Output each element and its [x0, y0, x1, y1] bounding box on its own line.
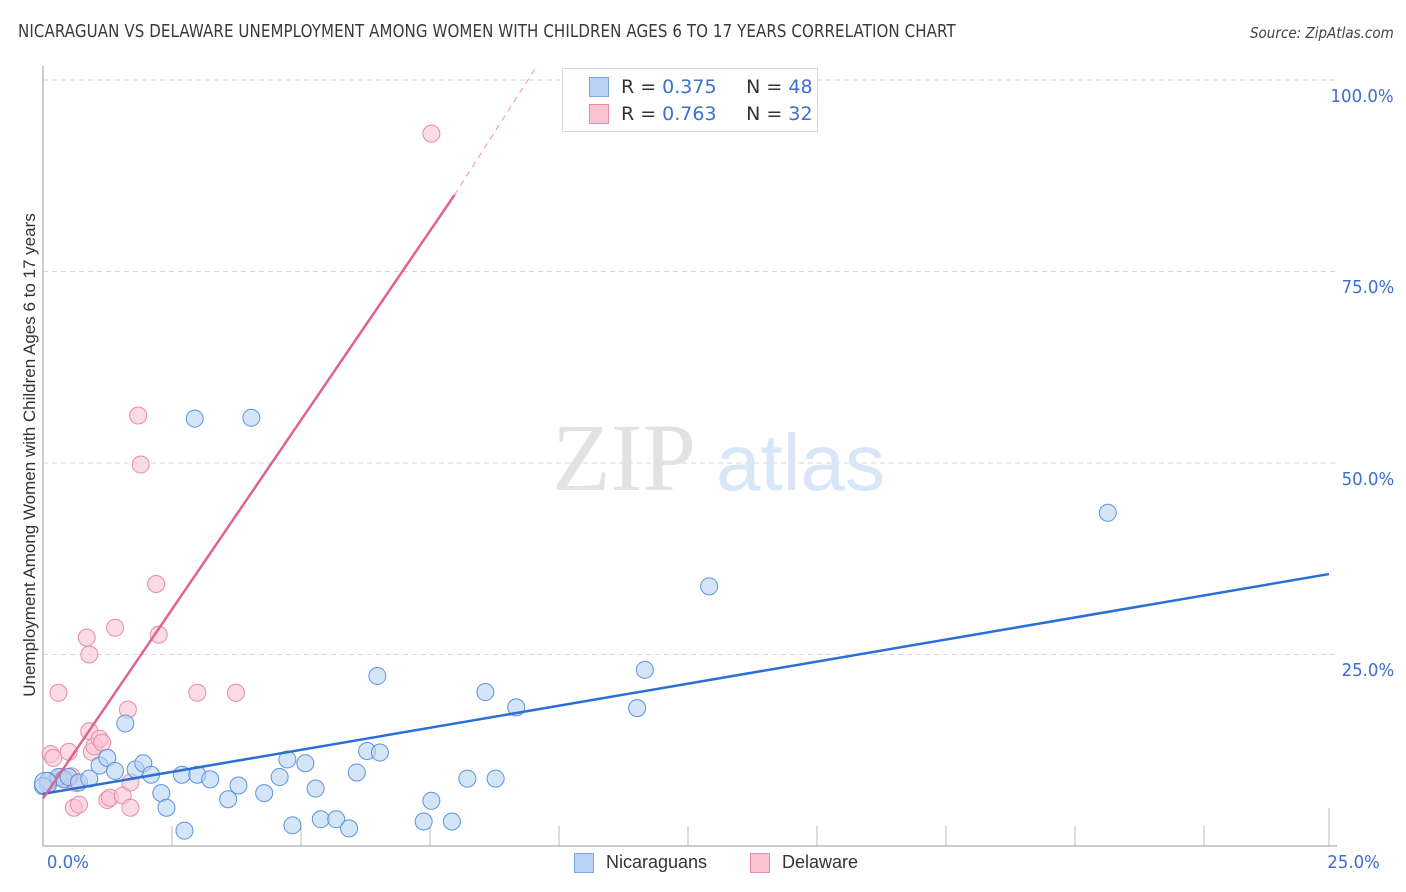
delaware-point — [70, 795, 89, 814]
nicaraguans-point — [422, 791, 441, 810]
nicaraguans-point — [106, 761, 125, 780]
nicaraguans-point — [476, 683, 495, 702]
delaware-point — [80, 645, 99, 664]
legend-row-delaware: R = 0.763 N = 32 — [589, 102, 813, 126]
nicaraguans-point — [242, 408, 261, 427]
delaware-trend-line — [41, 194, 456, 800]
nicaraguans-point — [201, 770, 220, 789]
watermark-atlas: atlas — [716, 418, 885, 507]
nicaraguans-point — [486, 769, 505, 788]
delaware-points — [39, 124, 441, 817]
n-value: 32 — [788, 103, 813, 125]
delaware-point — [49, 683, 68, 702]
delaware-point — [147, 575, 166, 594]
correlation-legend: R = 0.375 N = 48 R = 0.763 N = 32 — [562, 68, 818, 132]
legend-row-nicaraguans: R = 0.375 N = 48 — [589, 75, 813, 99]
nicaraguans-point — [458, 769, 477, 788]
pink-swatch-icon — [589, 104, 609, 124]
nicaraguans-point — [255, 784, 274, 803]
nicaraguans-point — [306, 779, 325, 798]
delaware-point — [129, 406, 148, 425]
nicaraguans-point — [370, 743, 389, 762]
nicaraguans-point — [270, 768, 289, 787]
pink-swatch-icon — [750, 852, 770, 873]
nicaraguans-point — [116, 714, 135, 733]
delaware-trend-extension — [454, 65, 538, 196]
grid-lines — [43, 79, 1338, 655]
legend-label-nicaraguans: Nicaraguans — [606, 852, 708, 872]
chart-title: NICARAGUAN VS DELAWARE UNEMPLOYMENT AMON… — [18, 22, 956, 42]
nicaraguans-trend-line — [42, 572, 1330, 796]
chart-source: Source: ZipAtlas.com — [1250, 24, 1394, 42]
n-value: 48 — [788, 76, 813, 98]
y-tick-100: 100.0% — [1330, 86, 1394, 107]
delaware-point — [422, 124, 441, 143]
nicaraguans-point — [340, 819, 359, 838]
nicaraguans-point — [175, 821, 194, 840]
nicaraguans-point — [442, 812, 461, 831]
nicaraguans-point — [157, 798, 176, 817]
r-label: R = — [621, 103, 657, 125]
nicaraguans-point — [283, 816, 302, 835]
x-tick-0: 0.0% — [46, 852, 89, 873]
legend-item-nicaraguans[interactable]: Nicaraguans — [574, 852, 707, 873]
delaware-point — [93, 733, 112, 752]
nicaraguans-point — [219, 790, 238, 809]
legend-item-delaware[interactable]: Delaware — [750, 852, 858, 873]
delaware-point — [44, 748, 63, 767]
blue-swatch-icon — [589, 77, 609, 97]
nicaraguans-point — [229, 776, 248, 795]
y-tick-75: 75.0% — [1341, 277, 1394, 298]
delaware-point — [131, 455, 150, 474]
y-tick-25: 25.0% — [1341, 660, 1394, 681]
delaware-point — [226, 683, 245, 702]
delaware-point — [77, 628, 96, 647]
delaware-point — [149, 625, 168, 644]
n-label: N = — [746, 76, 783, 98]
nicaraguans-point — [311, 810, 330, 829]
r-label: R = — [621, 76, 657, 98]
nicaraguans-point — [327, 810, 346, 829]
delaware-point — [121, 798, 140, 817]
nicaraguans-point — [347, 763, 366, 782]
delaware-point — [106, 618, 125, 637]
y-axis-label: Unemployment Among Women with Children A… — [20, 213, 39, 697]
nicaraguans-point — [185, 409, 204, 428]
x-tick-25: 25.0% — [1327, 852, 1380, 873]
legend-label-delaware: Delaware — [782, 852, 859, 872]
trend-lines — [41, 65, 1330, 800]
y-tick-50: 50.0% — [1341, 469, 1394, 490]
nicaraguans-point — [628, 699, 647, 718]
delaware-point — [188, 683, 207, 702]
r-value: 0.763 — [662, 103, 717, 125]
watermark-zip: ZIP — [552, 404, 696, 511]
nicaraguans-point — [635, 660, 654, 679]
nicaraguans-point — [368, 666, 387, 685]
axes — [42, 66, 1337, 847]
n-label: N = — [746, 103, 783, 125]
r-value: 0.375 — [662, 76, 717, 98]
nicaraguans-point — [414, 812, 433, 831]
nicaraguans-point — [296, 754, 315, 773]
nicaraguans-point — [1098, 503, 1117, 522]
nicaraguans-point — [700, 577, 719, 596]
blue-swatch-icon — [574, 852, 594, 873]
